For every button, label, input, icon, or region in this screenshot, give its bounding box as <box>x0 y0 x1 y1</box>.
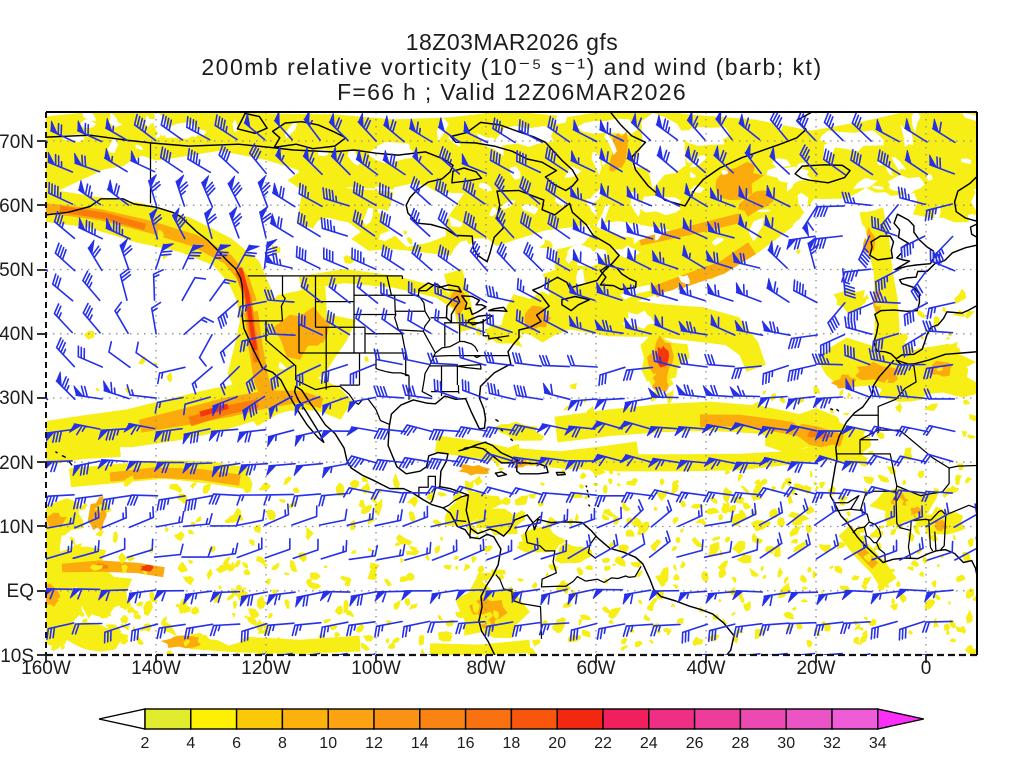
svg-text:0: 0 <box>921 658 932 679</box>
svg-text:22: 22 <box>594 735 612 752</box>
svg-text:8: 8 <box>278 735 287 752</box>
svg-text:26: 26 <box>686 735 704 752</box>
svg-text:2: 2 <box>141 735 150 752</box>
svg-text:6: 6 <box>232 735 241 752</box>
svg-text:200mb relative vorticity (10⁻⁵: 200mb relative vorticity (10⁻⁵ s⁻¹) and … <box>201 54 822 80</box>
svg-text:24: 24 <box>640 735 658 752</box>
svg-text:40W: 40W <box>686 658 725 679</box>
svg-text:30N: 30N <box>0 388 34 409</box>
svg-text:20: 20 <box>548 735 566 752</box>
svg-text:18Z03MAR2026 gfs: 18Z03MAR2026 gfs <box>406 29 619 55</box>
svg-text:60W: 60W <box>576 658 615 679</box>
svg-text:F=66 h ; Valid 12Z06MAR2026: F=66 h ; Valid 12Z06MAR2026 <box>337 79 687 105</box>
svg-text:60N: 60N <box>0 196 34 217</box>
svg-text:70N: 70N <box>0 132 34 153</box>
svg-text:80W: 80W <box>466 658 505 679</box>
svg-text:18: 18 <box>503 735 521 752</box>
svg-text:120W: 120W <box>241 658 291 679</box>
svg-text:140W: 140W <box>131 658 181 679</box>
svg-text:32: 32 <box>823 735 841 752</box>
svg-text:14: 14 <box>411 735 429 752</box>
svg-text:160W: 160W <box>21 658 71 679</box>
svg-text:100W: 100W <box>351 658 401 679</box>
svg-text:40N: 40N <box>0 324 34 345</box>
svg-text:50N: 50N <box>0 260 34 281</box>
svg-text:12: 12 <box>365 735 383 752</box>
svg-text:10S: 10S <box>0 646 34 667</box>
svg-text:20W: 20W <box>796 658 835 679</box>
svg-text:34: 34 <box>869 735 887 752</box>
svg-text:28: 28 <box>732 735 750 752</box>
svg-text:30: 30 <box>777 735 795 752</box>
svg-text:10N: 10N <box>0 517 34 538</box>
svg-text:4: 4 <box>186 735 195 752</box>
svg-text:10: 10 <box>319 735 337 752</box>
svg-text:16: 16 <box>457 735 475 752</box>
svg-text:20N: 20N <box>0 453 34 474</box>
svg-text:EQ: EQ <box>7 581 34 602</box>
